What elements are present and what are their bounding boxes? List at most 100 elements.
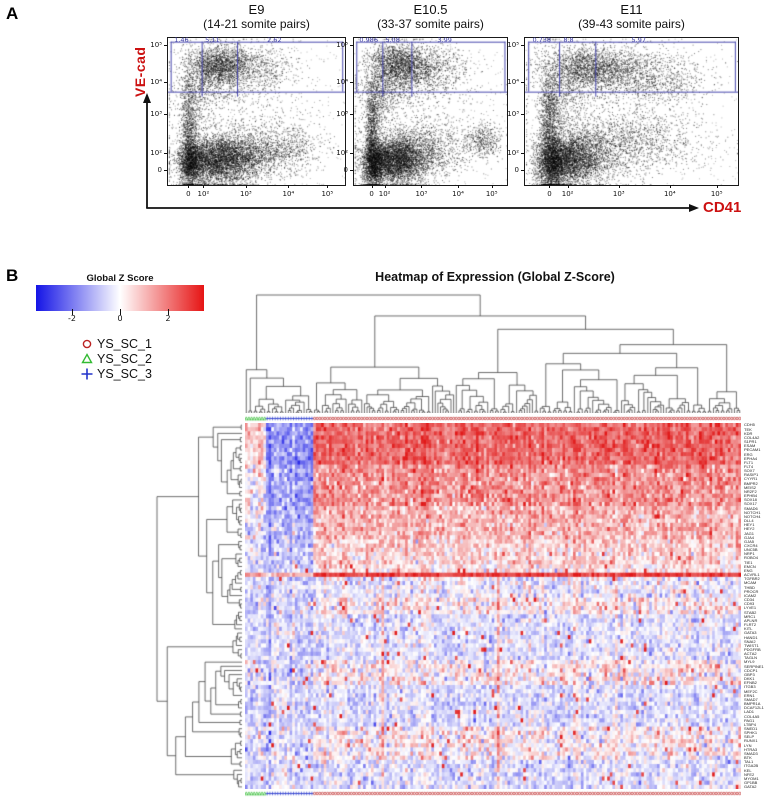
colorbar-tick-label: -2 bbox=[68, 314, 76, 323]
gene-label: ESAM bbox=[744, 443, 756, 449]
gate-percent-label: 5.08 bbox=[385, 36, 400, 44]
y-tick-mark bbox=[164, 114, 167, 116]
gene-label: PECAM1 bbox=[744, 447, 761, 453]
gene-label: CDH5 bbox=[744, 422, 755, 428]
gate-percent-label: 5.11 bbox=[205, 36, 220, 44]
gene-label: FLT4 bbox=[744, 463, 754, 469]
x-tick-mark bbox=[567, 185, 569, 188]
circle-marker-icon bbox=[81, 337, 94, 354]
gene-label: BMPR1A bbox=[744, 701, 761, 707]
gene-label: GJA4 bbox=[744, 534, 755, 540]
colorbar-tick-mark bbox=[120, 309, 121, 315]
gene-label: COL4A2 bbox=[744, 434, 760, 440]
x-tick-mark bbox=[458, 185, 460, 188]
colorbar-tick-label: 0 bbox=[117, 314, 123, 323]
x-tick-label: 0 bbox=[547, 190, 552, 198]
flow-scatter-canvas bbox=[354, 38, 507, 185]
gene-label: PAG1 bbox=[744, 717, 755, 723]
legend-label: YS_SC_3 bbox=[97, 367, 152, 381]
x-tick-mark bbox=[491, 185, 493, 188]
x-tick-label: 10³ bbox=[612, 190, 625, 198]
x-tick-mark bbox=[203, 185, 205, 188]
gene-label: SMAD6 bbox=[744, 505, 758, 511]
y-tick-mark bbox=[350, 114, 353, 116]
gene-label: TGFBR2 bbox=[744, 576, 760, 582]
x-tick-label: 10⁵ bbox=[485, 190, 498, 198]
gene-label: CDCP1 bbox=[744, 667, 758, 673]
gene-labels: CDH5 TEK KDR COL4A2 S1PR1 ESAM PECAM1 ERG EPHA4 F… bbox=[744, 423, 781, 789]
gene-label: MYL9 bbox=[744, 659, 755, 665]
colorbar-gradient bbox=[36, 285, 204, 311]
flow-plot-subtitle: (33-37 somite pairs) bbox=[377, 17, 484, 31]
gene-label: MRC1 bbox=[744, 613, 756, 619]
y-tick-label: 10² bbox=[150, 148, 162, 157]
y-tick-label: 0 bbox=[343, 166, 348, 175]
gene-label: S1PR1 bbox=[744, 439, 757, 445]
flow-scatter-canvas bbox=[168, 38, 345, 185]
y-tick-mark bbox=[164, 45, 167, 47]
x-tick-label: 10⁵ bbox=[710, 190, 723, 198]
gate-percent-label: 1.46 bbox=[174, 36, 189, 44]
gene-label: JAG1 bbox=[744, 530, 755, 536]
gene-label: SERPINE1 bbox=[744, 663, 764, 669]
gene-label: NOTCH4 bbox=[744, 513, 761, 519]
gene-label: LYN bbox=[744, 742, 752, 748]
gene-label: PDGFRB bbox=[744, 646, 761, 652]
y-tick-label: 10³ bbox=[336, 110, 348, 119]
gate-percent-label: 2.62 bbox=[267, 36, 282, 44]
y-tick-label: 10³ bbox=[150, 110, 162, 119]
y-tick-mark bbox=[164, 82, 167, 84]
gene-label: ITGB3 bbox=[744, 684, 756, 690]
gene-label: GJA5 bbox=[744, 538, 755, 544]
y-axis-arrowhead-icon bbox=[143, 93, 151, 103]
flow-scatter-canvas bbox=[525, 38, 738, 185]
x-tick-mark bbox=[669, 185, 671, 188]
legend-item: YS_SC_2 bbox=[81, 352, 152, 366]
gene-label: NOTCH1 bbox=[744, 509, 761, 515]
plus-marker-icon bbox=[81, 367, 94, 384]
y-tick-label: 10⁴ bbox=[336, 78, 348, 87]
gene-label: HEY1 bbox=[744, 522, 755, 528]
gate-percent-label: 5.97 bbox=[631, 36, 646, 44]
gene-label: COL4A5 bbox=[744, 713, 760, 719]
flow-plot-subtitle: (14-21 somite pairs) bbox=[203, 17, 310, 31]
gene-label: CYYR1 bbox=[744, 476, 758, 482]
gene-label: FLRT2 bbox=[744, 622, 757, 628]
x-tick-mark bbox=[288, 185, 290, 188]
panel-a-label: A bbox=[6, 4, 19, 23]
y-tick-mark bbox=[521, 45, 524, 47]
y-tick-mark bbox=[521, 152, 524, 154]
gene-label: PROCR bbox=[744, 588, 759, 594]
gene-label: ACTA2 bbox=[744, 651, 757, 657]
y-tick-label: 10³ bbox=[507, 110, 519, 119]
gene-label: LTBP4 bbox=[744, 721, 756, 727]
heatmap-title: Heatmap of Expression (Global Z-Score) bbox=[375, 270, 615, 284]
x-tick-mark bbox=[245, 185, 247, 188]
gene-label: APLNR bbox=[744, 617, 758, 623]
flow-plot-title: E10.5 bbox=[413, 2, 448, 17]
gene-label: BTK bbox=[744, 755, 752, 761]
gene-label: HEY2 bbox=[744, 526, 755, 532]
gene-label: ERN1 bbox=[744, 692, 755, 698]
gene-label: TIE1 bbox=[744, 559, 753, 565]
x-tick-mark bbox=[421, 185, 423, 188]
gene-label: EFNB2 bbox=[744, 680, 757, 686]
gene-label: SOX18 bbox=[744, 497, 757, 503]
y-tick-mark bbox=[350, 82, 353, 84]
gene-label: SMAD3 bbox=[744, 750, 758, 756]
gene-label: ACVRL1 bbox=[744, 572, 760, 578]
gene-label: TEK bbox=[744, 426, 752, 432]
x-tick-label: 10⁴ bbox=[452, 190, 464, 198]
gene-label: HAND1 bbox=[744, 634, 758, 640]
y-tick-label: 0 bbox=[157, 166, 162, 175]
colorbar-title: Global Z Score bbox=[86, 273, 154, 284]
row-dendrogram bbox=[155, 423, 243, 789]
gene-label: GATA3 bbox=[744, 630, 757, 636]
gene-label: FLT1 bbox=[744, 459, 754, 465]
y-tick-mark bbox=[164, 152, 167, 154]
x-axis-arrowhead-icon bbox=[689, 204, 699, 212]
gene-label: KITL bbox=[744, 626, 753, 632]
x-tick-label: 10² bbox=[561, 190, 574, 198]
column-annotation-bottom bbox=[245, 790, 741, 797]
gene-label: SMAD7 bbox=[744, 696, 758, 702]
